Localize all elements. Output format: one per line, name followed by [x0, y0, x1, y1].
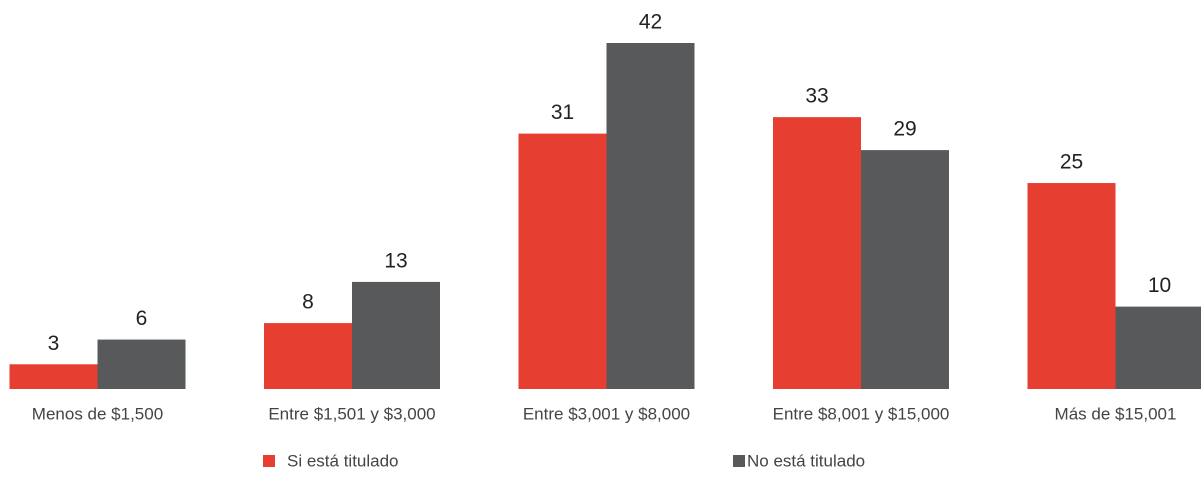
bar	[97, 339, 186, 389]
data-label: 6	[136, 307, 148, 330]
data-label: 3	[48, 332, 60, 355]
x-tick-label: Menos de $1,500	[32, 404, 163, 423]
legend-label: Si está titulado	[287, 451, 399, 470]
bar	[606, 43, 695, 389]
data-label: 8	[302, 291, 314, 314]
data-label: 33	[805, 85, 828, 108]
legend-label: No está titulado	[747, 451, 865, 470]
bar	[861, 150, 949, 389]
x-tick-label: Entre $3,001 y $8,000	[523, 404, 690, 423]
data-label: 42	[639, 11, 662, 34]
bar	[1027, 183, 1116, 389]
data-label: 13	[384, 249, 407, 272]
bar	[9, 364, 98, 389]
data-label: 31	[551, 101, 574, 124]
data-label: 25	[1060, 151, 1083, 174]
data-label: 29	[893, 118, 916, 141]
bar	[352, 281, 440, 389]
x-tick-label: Entre $1,501 y $3,000	[268, 404, 435, 423]
bar	[1115, 306, 1201, 389]
bar	[264, 323, 352, 389]
x-tick-label: Más de $15,001	[1055, 404, 1177, 423]
bar	[773, 117, 861, 390]
x-tick-label: Entre $8,001 y $15,000	[773, 404, 950, 423]
legend-swatch	[733, 455, 745, 467]
data-label: 10	[1148, 274, 1171, 297]
bar	[518, 133, 607, 389]
legend-swatch	[263, 455, 275, 467]
